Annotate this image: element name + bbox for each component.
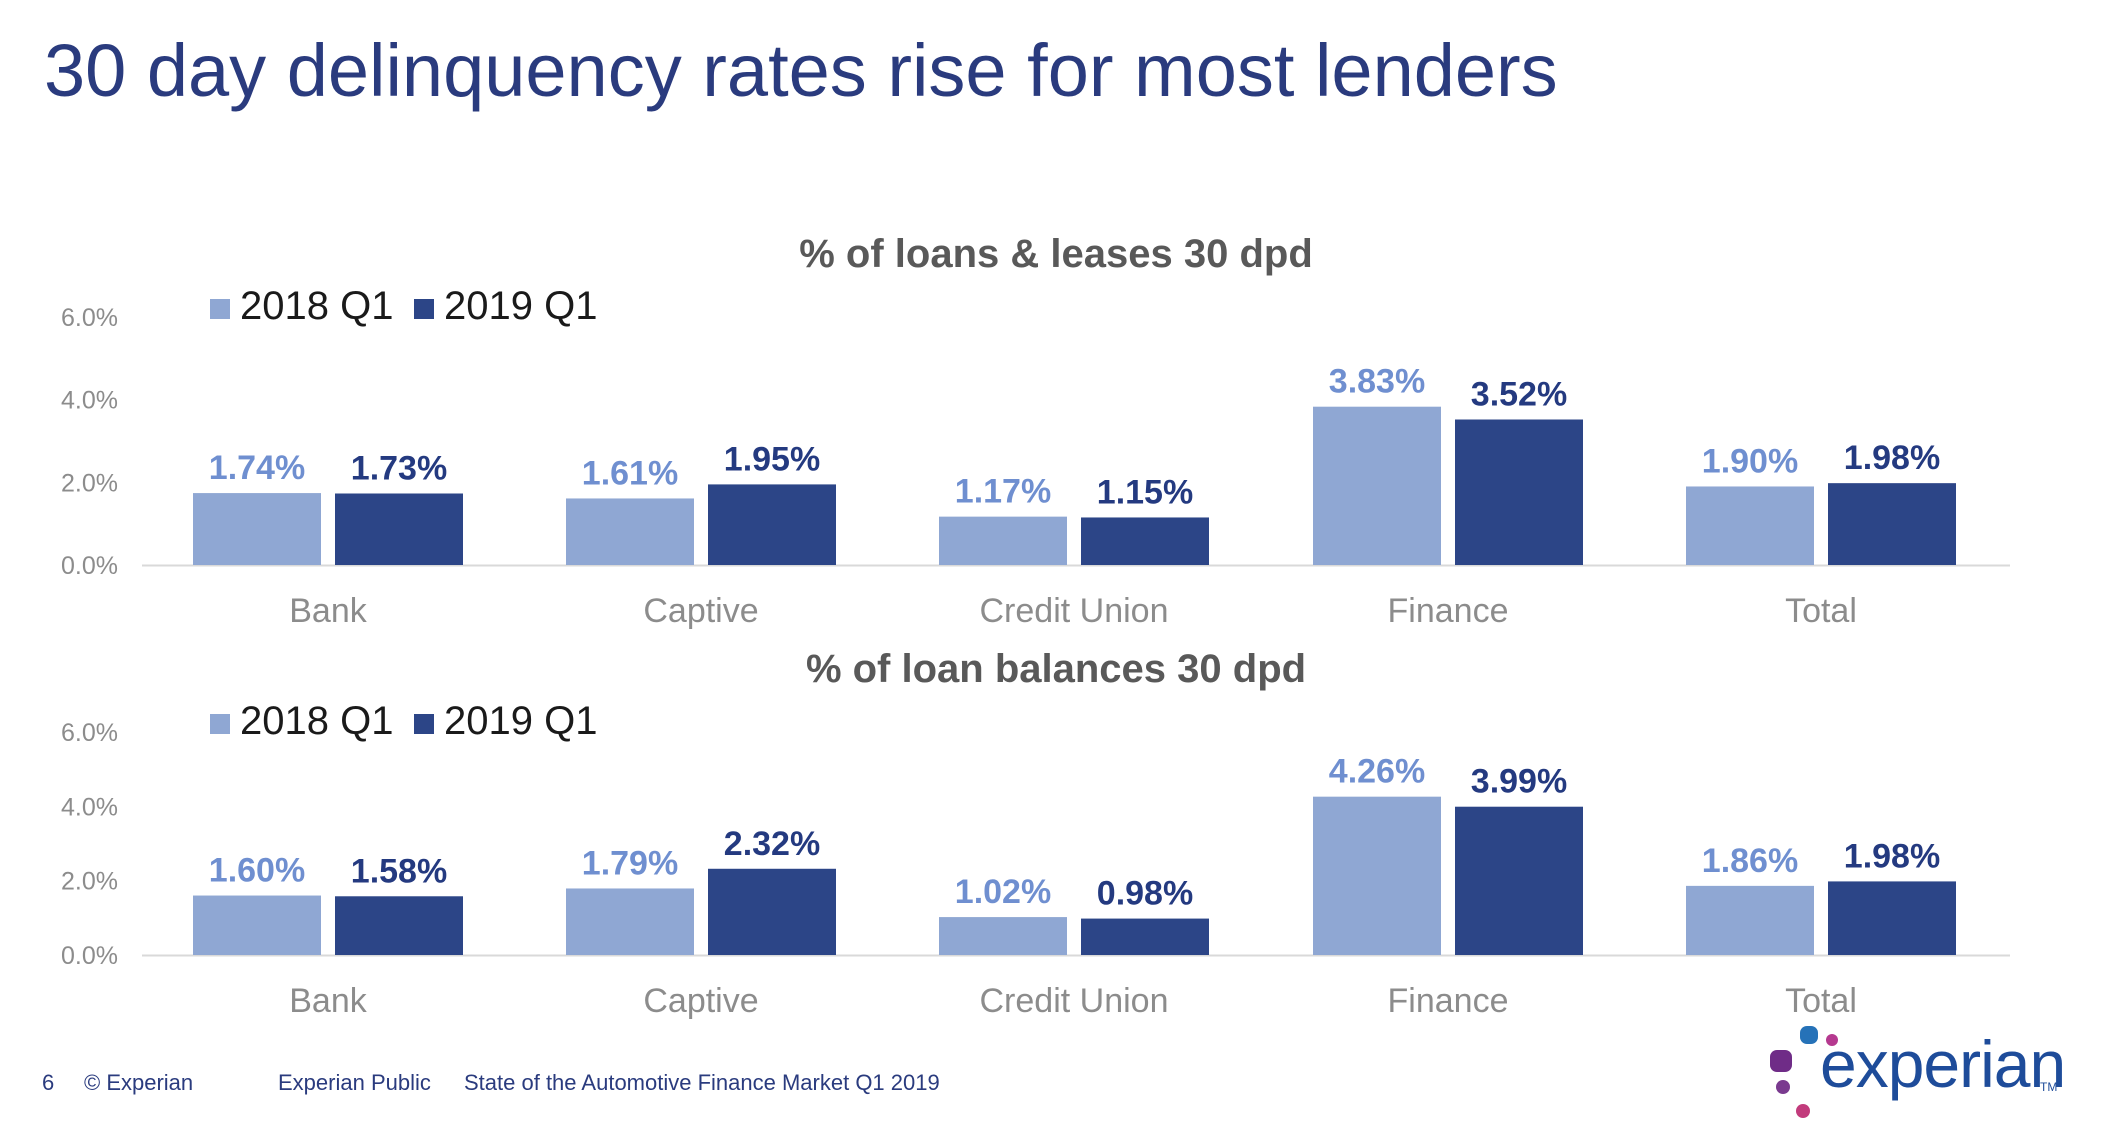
data-label: 3.83% [1329,363,1425,401]
logo-trademark: TM [2040,1080,2058,1094]
logo-dot-blue [1800,1026,1818,1044]
y-tick-label: 6.0% [61,304,118,332]
slide-title: 30 day delinquency rates rise for most l… [44,29,1558,112]
legend-label-0: 2018 Q1 [240,284,393,328]
y-tick-label: 0.0% [61,942,118,970]
bar-2019-finance [1455,806,1583,955]
category-label: Captive [643,592,758,630]
bar-2018-captive [566,498,694,565]
data-label: 1.79% [582,844,678,882]
experian-logo: experian TM [1760,1022,2066,1132]
data-label: 0.98% [1097,875,1193,913]
data-label: 1.60% [209,852,305,890]
chart-loan-balances: % of loan balances 30 dpd 0.0% 2.0% 4.0% 6.0… [0,640,2112,1040]
bar-2018-bank [193,493,321,565]
data-label: 1.61% [582,454,678,492]
bar-2019-captive [708,868,836,955]
data-label: 1.74% [209,449,305,487]
chart-loans-leases-svg: % of loans & leases 30 dpd 0.0% 2.0% 4.0% 6.… [61,232,2010,630]
footer-classification: Experian Public [278,1070,431,1095]
data-label: 1.58% [351,852,447,890]
legend-swatch-1 [414,299,434,319]
y-tick-label: 4.0% [61,793,118,821]
bar-2019-credit-union [1081,918,1209,955]
bar-2019-total [1828,881,1956,955]
y-tick-label: 0.0% [61,552,118,580]
y-tick-label: 4.0% [61,387,118,415]
y-tick-label: 2.0% [61,469,118,497]
category-label: Credit Union [980,592,1169,630]
bar-2018-bank [193,895,321,955]
chart-title: % of loan balances 30 dpd [806,647,1306,691]
data-label: 1.15% [1097,473,1193,511]
logo-wordmark: experian [1820,1027,2066,1101]
chart-title: % of loans & leases 30 dpd [799,232,1313,276]
legend-swatch-0 [210,299,230,319]
data-label: 1.02% [955,873,1051,911]
footer-report-name: State of the Automotive Finance Market Q… [464,1070,940,1095]
data-label: 2.32% [724,825,820,863]
footer-copyright: © Experian [84,1070,194,1095]
footer-page-number: 6 [42,1070,55,1095]
bar-2019-total [1828,483,1956,565]
category-label: Finance [1388,592,1509,630]
category-label: Bank [289,982,367,1020]
data-label: 1.17% [955,473,1051,511]
bar-2019-bank [335,493,463,565]
bar-2018-captive [566,888,694,955]
data-label: 1.98% [1844,837,1940,875]
bar-2018-finance [1313,796,1441,955]
chart-loans-leases: % of loans & leases 30 dpd 0.0% 2.0% 4.0% 6.… [0,225,2112,645]
category-label: Total [1785,982,1857,1020]
data-label: 4.26% [1329,753,1425,791]
category-label: Credit Union [980,982,1169,1020]
bar-2019-bank [335,896,463,955]
category-label: Total [1785,592,1857,630]
data-label: 1.90% [1702,442,1798,480]
y-tick-label: 2.0% [61,868,118,896]
data-label: 1.73% [351,449,447,487]
data-label: 1.86% [1702,842,1798,880]
data-label: 1.98% [1844,439,1940,477]
logo-dot-purple [1770,1050,1792,1072]
legend-label-1: 2019 Q1 [444,699,597,743]
legend-label-0: 2018 Q1 [240,699,393,743]
bar-2018-credit-union [939,917,1067,955]
data-label: 1.95% [724,440,820,478]
chart-loan-balances-svg: % of loan balances 30 dpd 0.0% 2.0% 4.0% 6.0… [61,647,2010,1020]
category-label: Finance [1388,982,1509,1020]
logo-dot-magenta-small [1826,1034,1838,1046]
bar-2019-finance [1455,419,1583,565]
bar-2018-total [1686,486,1814,565]
data-label: 3.52% [1471,376,1567,414]
category-label: Bank [289,592,367,630]
data-label: 3.99% [1471,763,1567,801]
legend-label-1: 2019 Q1 [444,284,597,328]
y-tick-label: 6.0% [61,719,118,747]
legend-swatch-0 [210,714,230,734]
bar-2018-credit-union [939,516,1067,565]
logo-dot-pink [1796,1104,1810,1118]
bar-2019-captive [708,484,836,565]
category-label: Captive [643,982,758,1020]
logo-dot-violet [1776,1080,1790,1094]
bar-2018-total [1686,885,1814,955]
legend-swatch-1 [414,714,434,734]
bar-2019-credit-union [1081,517,1209,565]
bar-2018-finance [1313,406,1441,565]
